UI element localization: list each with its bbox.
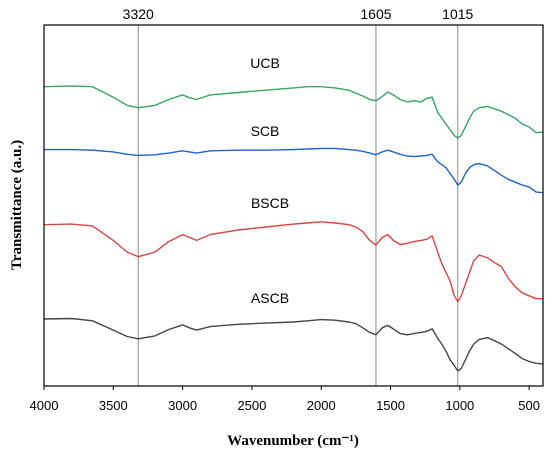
series-label-ascb: ASCB bbox=[251, 290, 289, 306]
x-axis-title: Wavenumber (cm⁻¹) bbox=[227, 433, 359, 449]
series-lines bbox=[43, 85, 544, 372]
x-tick-label-4000: 4000 bbox=[30, 398, 59, 413]
x-tick-label-2000: 2000 bbox=[307, 398, 336, 413]
series-label-bscb: BSCB bbox=[251, 195, 289, 211]
series-line-scb bbox=[44, 147, 544, 194]
series-label-ucb: UCB bbox=[250, 55, 280, 71]
reference-line-label-3320: 3320 bbox=[123, 6, 154, 22]
series-line-ascb bbox=[43, 317, 544, 372]
y-axis-title: Transmittance (a.u.) bbox=[9, 140, 25, 270]
series-labels: UCB SCB BSCB ASCB bbox=[250, 55, 289, 306]
x-tick-label-1500: 1500 bbox=[376, 398, 405, 413]
x-tick-label-500: 500 bbox=[518, 398, 540, 413]
x-tick-label-3500: 3500 bbox=[99, 398, 128, 413]
reference-line-label-1015: 1015 bbox=[442, 6, 473, 22]
reference-line-labels: 3320 1605 1015 bbox=[123, 6, 474, 22]
series-line-ucb bbox=[43, 85, 544, 139]
reference-line-label-1605: 1605 bbox=[360, 6, 391, 22]
x-tick-label-3000: 3000 bbox=[168, 398, 197, 413]
x-tick-label-2500: 2500 bbox=[237, 398, 266, 413]
reference-lines bbox=[137, 25, 459, 386]
x-tick-label-1000: 1000 bbox=[445, 398, 474, 413]
plot-frame bbox=[43, 24, 544, 387]
x-axis-tick-labels: 4000 3500 3000 2500 2000 1500 1000 500 bbox=[30, 398, 540, 413]
series-label-scb: SCB bbox=[251, 123, 280, 139]
x-axis-ticks bbox=[43, 386, 530, 390]
series-line-bscb bbox=[43, 221, 543, 303]
